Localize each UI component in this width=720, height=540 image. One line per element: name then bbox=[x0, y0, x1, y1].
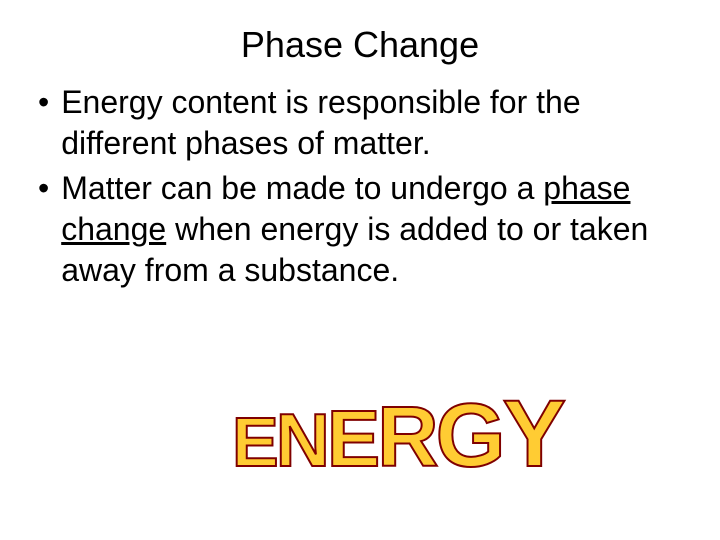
bullet-text-1: Energy content is responsible for the di… bbox=[61, 82, 682, 164]
wordart-letter: E bbox=[232, 402, 276, 482]
bullet-text-2: Matter can be made to undergo a phase ch… bbox=[61, 168, 682, 291]
bullet-item: • Energy content is responsible for the … bbox=[38, 82, 682, 164]
wordart-letter: Y bbox=[503, 380, 563, 489]
wordart-letter: N bbox=[276, 397, 327, 483]
slide-title: Phase Change bbox=[0, 0, 720, 82]
bullet-marker: • bbox=[38, 82, 49, 124]
bullet-item: • Matter can be made to undergo a phase … bbox=[38, 168, 682, 291]
bullet-marker: • bbox=[38, 168, 49, 210]
wordart-letter: G bbox=[436, 385, 503, 488]
bullet-list: • Energy content is responsible for the … bbox=[0, 82, 720, 291]
energy-wordart: ENERGY bbox=[232, 380, 563, 489]
bullet-2-prefix: Matter can be made to undergo a bbox=[61, 170, 543, 206]
wordart-letter: R bbox=[377, 389, 435, 487]
wordart-letter: E bbox=[327, 393, 377, 485]
